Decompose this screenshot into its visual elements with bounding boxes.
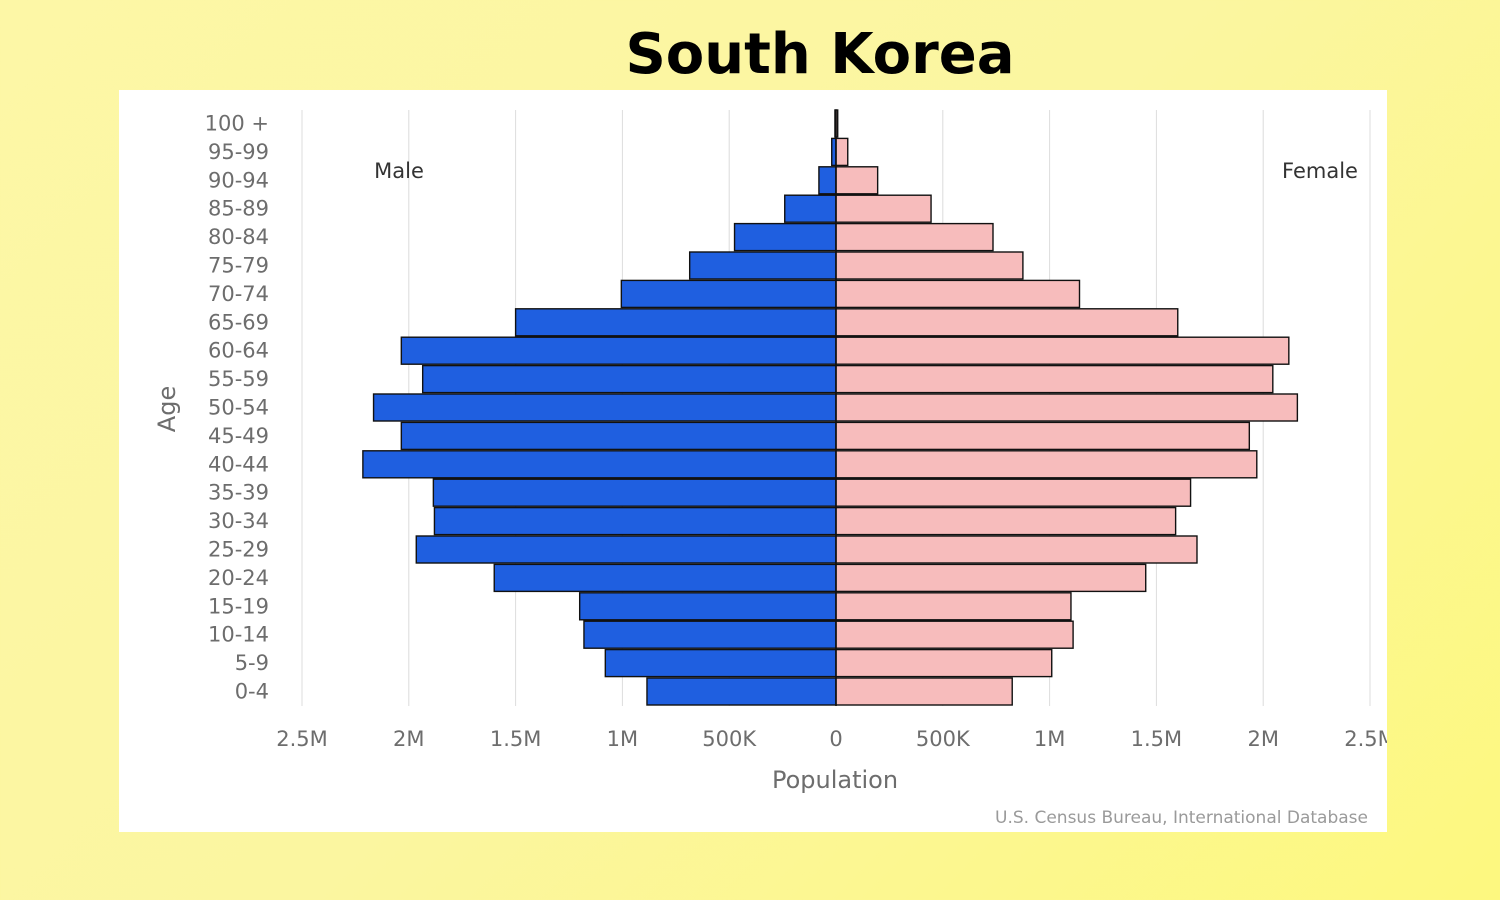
population-tick-label: 0 <box>829 727 842 751</box>
age-tick-label: 50-54 <box>208 396 269 420</box>
age-tick-label: 70-74 <box>208 282 269 306</box>
x-axis-title: Population <box>772 766 898 794</box>
female-bar-45-49 <box>835 421 1251 451</box>
y-axis-title: Age <box>153 386 181 432</box>
female-bar-65-69 <box>835 308 1179 337</box>
female-bar-60-64 <box>835 336 1290 365</box>
female-bar-35-39 <box>835 478 1192 507</box>
population-tick-label: 2.5M <box>276 727 328 751</box>
age-tick-label: 100 + <box>205 112 269 136</box>
male-bar-80-84 <box>733 222 837 252</box>
male-bar-30-34 <box>433 506 837 536</box>
population-tick-labels: 2.5M 2M 1.5M 1M 500K 0 500K 1M 1.5M 2M 2.5M <box>276 727 1387 751</box>
female-bar-95-99 <box>835 137 849 167</box>
female-bar-5-9 <box>835 648 1053 678</box>
female-bar-85-89 <box>835 194 932 223</box>
population-tick-label: 2.5M <box>1344 727 1387 751</box>
male-bar-15-19 <box>578 592 837 621</box>
age-tick-label: 80-84 <box>208 225 269 249</box>
male-bar-65-69 <box>514 308 837 337</box>
age-tick-label: 55-59 <box>208 367 269 391</box>
age-tick-label: 30-34 <box>208 509 269 533</box>
age-tick-label: 40-44 <box>208 452 269 476</box>
legend-female-label: Female <box>1282 159 1358 183</box>
male-bar-0-4 <box>646 677 837 706</box>
age-tick-label: 95-99 <box>208 140 269 164</box>
female-bar-15-19 <box>835 592 1072 621</box>
male-bar-50-54 <box>372 393 837 422</box>
male-bar-35-39 <box>432 478 837 507</box>
age-tick-label: 35-39 <box>208 481 269 505</box>
age-tick-label: 85-89 <box>208 197 269 221</box>
female-bar-10-14 <box>835 620 1074 649</box>
male-bar-5-9 <box>604 648 837 678</box>
population-pyramid-chart: 0-4 5-9 10-14 15-19 20-24 25-29 30-34 35-39 40-4… <box>119 90 1387 832</box>
female-bar-0-4 <box>835 677 1013 706</box>
male-bar-40-44 <box>362 450 837 479</box>
age-tick-label: 90-94 <box>208 168 269 192</box>
age-tick-label: 45-49 <box>208 424 269 448</box>
population-tick-label: 500K <box>702 727 757 751</box>
age-tick-label: 0-4 <box>235 680 269 704</box>
female-bar-75-79 <box>835 251 1024 280</box>
age-tick-label: 15-19 <box>208 594 269 618</box>
age-tick-label: 75-79 <box>208 254 269 278</box>
female-bar-70-74 <box>835 279 1081 309</box>
population-tick-label: 500K <box>916 727 971 751</box>
source-credit: U.S. Census Bureau, International Databa… <box>995 808 1368 828</box>
male-bar-60-64 <box>400 336 837 365</box>
female-bar-50-54 <box>835 393 1299 422</box>
population-tick-label: 2M <box>393 727 424 751</box>
male-bar-90-94 <box>818 166 837 195</box>
age-tick-labels: 0-4 5-9 10-14 15-19 20-24 25-29 30-34 35-39 40-4… <box>205 112 269 704</box>
female-bar-90-94 <box>835 166 879 195</box>
female-bar-25-29 <box>835 535 1198 564</box>
male-bar-85-89 <box>784 194 837 223</box>
female-bar-30-34 <box>835 506 1177 536</box>
female-bar-55-59 <box>835 364 1274 394</box>
legend-male-label: Male <box>374 159 424 183</box>
age-tick-label: 10-14 <box>208 623 269 647</box>
male-bar-25-29 <box>415 535 837 564</box>
female-bar-80-84 <box>835 222 994 252</box>
chart-svg: 0-4 5-9 10-14 15-19 20-24 25-29 30-34 35-39 40-4… <box>153 109 1387 828</box>
female-bar-20-24 <box>835 563 1147 593</box>
female-bar-40-44 <box>835 450 1258 479</box>
bars <box>362 109 1299 706</box>
age-tick-label: 25-29 <box>208 538 269 562</box>
age-tick-label: 20-24 <box>208 566 269 590</box>
male-bar-45-49 <box>400 421 837 451</box>
male-bar-70-74 <box>620 279 837 309</box>
male-bar-20-24 <box>493 563 837 593</box>
population-tick-label: 2M <box>1247 727 1278 751</box>
page-title: South Korea <box>625 22 1015 87</box>
population-tick-label: 1.5M <box>1131 727 1183 751</box>
age-tick-label: 60-64 <box>208 339 269 363</box>
age-tick-label: 65-69 <box>208 310 269 334</box>
male-bar-10-14 <box>583 620 837 649</box>
male-bar-55-59 <box>421 364 837 394</box>
age-tick-label: 5-9 <box>235 651 269 675</box>
population-tick-label: 1M <box>1034 727 1065 751</box>
population-tick-label: 1M <box>607 727 638 751</box>
male-bar-75-79 <box>688 251 837 280</box>
population-tick-label: 1.5M <box>490 727 542 751</box>
